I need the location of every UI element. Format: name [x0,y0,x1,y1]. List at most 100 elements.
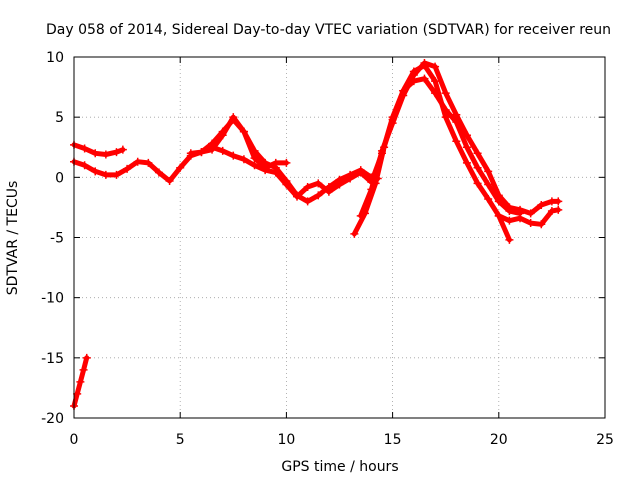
x-tick-label: 10 [277,432,295,448]
data-point [431,77,440,86]
y-tick-label: 10 [46,50,64,66]
series-trace [358,60,561,219]
data-point [282,158,291,167]
data-point [452,137,461,146]
series-arc-f [356,59,563,220]
data-point [484,180,493,189]
data-point [80,161,89,170]
data-point [431,62,440,71]
data-point [350,229,359,238]
data-point [250,161,259,170]
data-point [537,220,546,229]
data-point [101,170,110,179]
data-point [505,216,514,225]
data-point [441,89,450,98]
y-tick-label: -20 [41,411,64,427]
data-point [494,211,503,220]
data-point [324,187,333,196]
data-point [516,214,525,223]
series-arc-g [494,205,563,229]
data-point [112,148,121,157]
y-tick-label: 0 [55,170,64,186]
data-point [271,158,280,167]
axis-ticks: 0 5 10 15 20 25 -20 -15 -10 -5 0 5 10 [41,50,614,448]
data-point [462,143,471,152]
data-point [303,182,312,191]
data-point [165,176,174,185]
x-tick-label: 5 [176,432,185,448]
data-point [197,148,206,157]
series-arc-d [208,74,525,218]
data-point [314,179,323,188]
data-point [484,194,493,203]
chart-title: Day 058 of 2014, Sidereal Day-to-day VTE… [46,22,611,38]
data-point [76,377,85,386]
data-point [112,170,121,179]
data-point [452,110,461,119]
data-point [526,219,535,228]
data-point [388,119,397,128]
data-point [516,205,525,214]
data-point [271,168,280,177]
y-axis-label: SDTVAR / TECUs [5,181,21,296]
series-arc-c [186,113,291,172]
data-point [218,131,227,140]
plot-area [70,59,563,410]
data-point [261,166,270,175]
data-point [554,205,563,214]
data-point [101,150,110,159]
data-point [186,149,195,158]
y-tick-label: -10 [41,291,64,307]
data-point [250,154,259,163]
data-point [420,74,429,83]
data-point [494,191,503,200]
data-point [554,197,563,206]
data-point [505,235,514,244]
series-trace [188,114,289,171]
data-point [73,389,82,398]
data-point [218,146,227,155]
x-tick-label: 25 [596,432,614,448]
data-point [80,144,89,153]
data-point [282,180,291,189]
series-arc-early [70,353,91,410]
data-point [239,155,248,164]
data-point [420,59,429,68]
data-point [229,151,238,160]
data-point [133,157,142,166]
data-point [473,163,482,172]
data-point [484,167,493,176]
data-point [377,146,386,155]
data-point [154,168,163,177]
data-point [547,207,556,216]
x-tick-label: 15 [384,432,402,448]
data-point [473,149,482,158]
data-point [176,163,185,172]
data-point [356,211,365,220]
data-point [367,185,376,194]
data-point [79,365,88,374]
data-point [118,145,127,154]
data-point [399,91,408,100]
y-tick-label: -5 [50,231,64,247]
data-point [462,158,471,167]
grid [74,57,605,418]
data-point [293,192,302,201]
data-point [335,180,344,189]
data-point [91,167,100,176]
y-tick-label: 5 [55,110,64,126]
data-point [356,168,365,177]
data-point [346,174,355,183]
data-point [239,127,248,136]
data-point [314,191,323,200]
data-point [462,131,471,140]
x-tick-label: 0 [70,432,79,448]
data-point [505,203,514,212]
series-arc-a [70,140,127,159]
data-point [229,113,238,122]
data-point [441,113,450,122]
data-point [123,164,132,173]
x-tick-label: 20 [490,432,508,448]
plot-frame [73,56,606,419]
